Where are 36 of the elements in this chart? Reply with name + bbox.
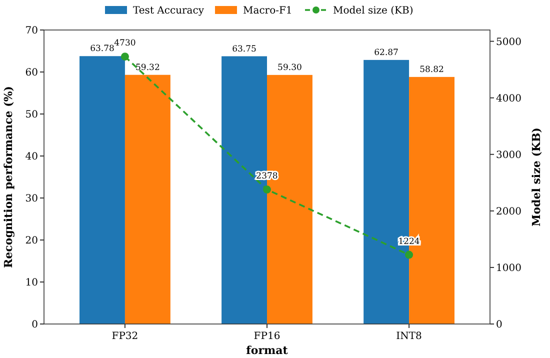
y-tick-label: 40 bbox=[25, 152, 38, 162]
data-label: 59.30 bbox=[278, 62, 302, 73]
y2-tick-label: 3000 bbox=[496, 150, 522, 161]
data-label: 4730 bbox=[114, 38, 136, 49]
bar bbox=[80, 56, 125, 324]
data-label: 2378 bbox=[256, 172, 278, 182]
point bbox=[120, 52, 129, 61]
y-tick-label: 10 bbox=[25, 278, 38, 288]
data-label: 63.75 bbox=[232, 44, 256, 54]
y-tick-label: 50 bbox=[25, 110, 38, 120]
legend-label: Model size (KB) bbox=[333, 6, 414, 16]
y2-tick-label: 0 bbox=[496, 320, 502, 330]
data-label: 58.82 bbox=[420, 64, 444, 75]
y-axis-title: Recognition performance (%) bbox=[2, 86, 15, 268]
x-tick-label: FP32 bbox=[112, 331, 138, 342]
y2-axis-title: Model size (KB) bbox=[530, 128, 543, 226]
data-label: 59.32 bbox=[136, 62, 160, 73]
y2-tick-label: 5000 bbox=[496, 36, 522, 48]
y-tick-label: 20 bbox=[25, 236, 38, 246]
y2-tick-label: 4000 bbox=[496, 93, 522, 104]
point bbox=[405, 250, 414, 259]
y-tick-label: 30 bbox=[25, 194, 38, 204]
y2-tick-label: 2000 bbox=[496, 206, 522, 218]
y-tick-label: 70 bbox=[25, 26, 38, 36]
data-label: 63.78 bbox=[90, 44, 114, 54]
bar bbox=[124, 74, 170, 324]
y2-tick-label: 1000 bbox=[496, 262, 522, 274]
x-axis-title: format bbox=[246, 344, 289, 357]
x-tick-label: INT8 bbox=[396, 331, 422, 342]
x-tick-label: FP16 bbox=[254, 331, 280, 342]
point bbox=[263, 186, 271, 194]
data-label: 62.87 bbox=[374, 48, 398, 58]
legend-label: Macro-F1 bbox=[243, 6, 292, 16]
y-tick-label: 60 bbox=[25, 68, 38, 78]
y-tick-label: 0 bbox=[32, 320, 38, 330]
legend-label: Test Accuracy bbox=[133, 6, 204, 16]
